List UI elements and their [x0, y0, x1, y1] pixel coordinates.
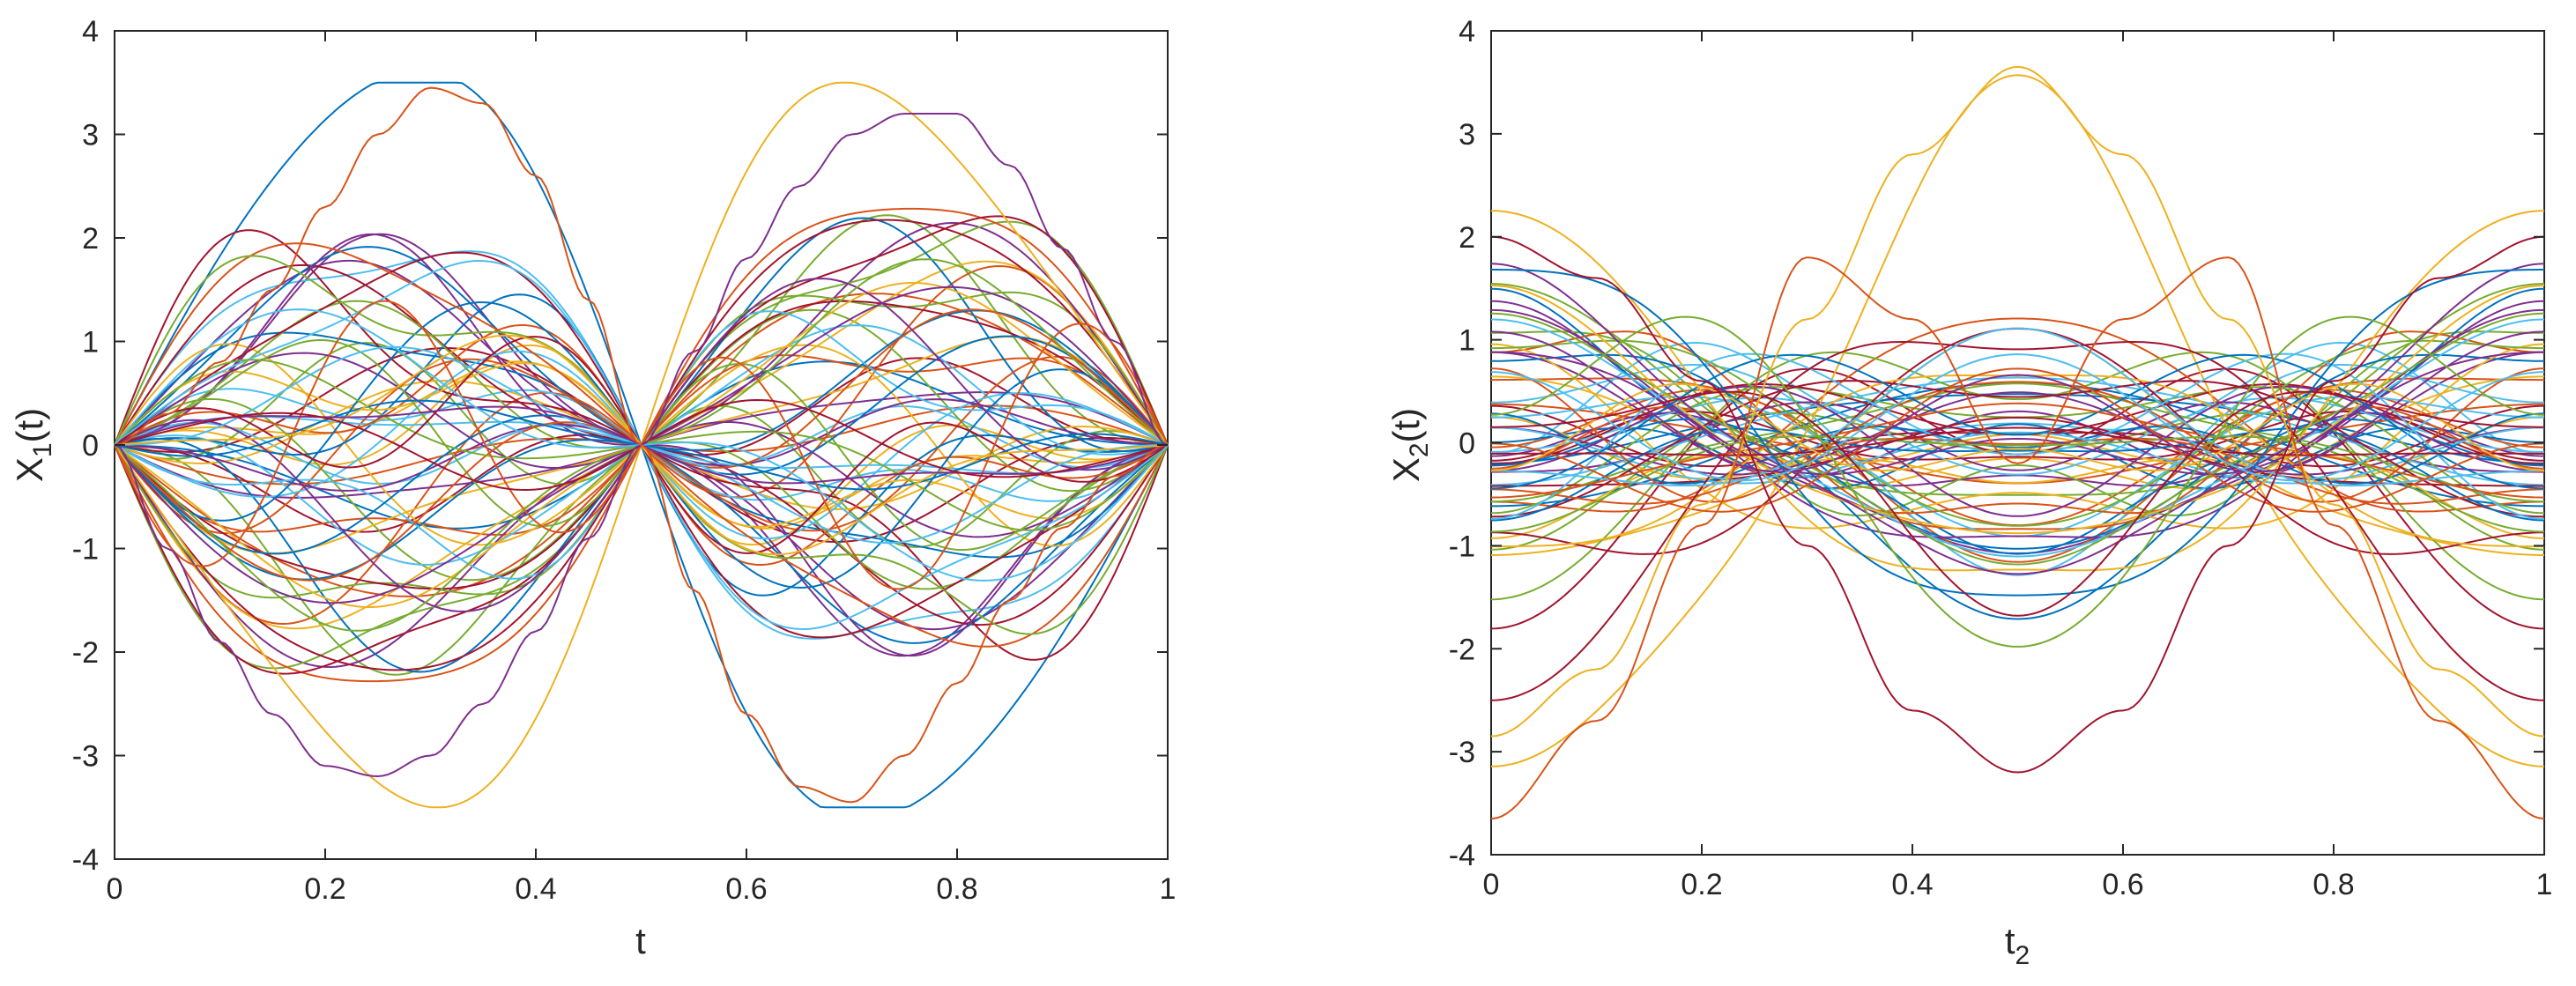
right-y-tick-label: 2 [1459, 221, 1475, 255]
right-series-line [1491, 385, 2544, 517]
right-series-line-extreme [1490, 235, 2545, 774]
right-series-line [1490, 351, 2545, 601]
right-series-line-extreme [1490, 65, 2545, 738]
right-series-line [1491, 269, 2544, 597]
right-x-tick-label: 0.6 [2102, 868, 2143, 901]
right-x-tick-label: 0.2 [1681, 868, 1722, 901]
right-series-line [1491, 426, 2544, 456]
right-y-tick-label: -2 [1449, 633, 1475, 666]
right-series-line-extreme [1490, 256, 2545, 820]
right-series-line [1490, 382, 2545, 472]
right-series-line [1490, 327, 2545, 487]
right-series-line [1490, 367, 2545, 513]
right-y-tick-label: -4 [1449, 839, 1475, 872]
left-x-tick-label: 0.4 [515, 872, 556, 906]
right-ticks: 0 0.2 0.4 0.6 0.8 1 -4 -3 -2 -1 0 1 2 3 4 [1449, 15, 2553, 901]
right-series-line [1490, 418, 2545, 620]
right-y-tick-label: 0 [1459, 427, 1475, 461]
left-y-tick-label: -1 [72, 533, 99, 567]
left-ticks: 0 0.2 0.4 0.6 0.8 1 -4 -3 -2 -1 0 1 2 3 4 [72, 15, 1177, 906]
left-curves [114, 81, 1169, 809]
right-x-tick-label: 0.8 [2312, 868, 2354, 901]
right-series-line [1490, 317, 2545, 513]
right-series-line [1491, 426, 2544, 485]
right-series-line [1490, 435, 2545, 533]
right-series-line [1490, 351, 2545, 479]
left-y-tick-label: 4 [82, 15, 99, 48]
right-x-tick-label: 1 [2536, 868, 2553, 901]
right-series-line [1490, 312, 2545, 566]
right-series-line [1490, 285, 2545, 535]
left-y-tick-label: 0 [82, 429, 99, 463]
right-series-line [1491, 353, 2544, 550]
right-series-line [1490, 382, 2545, 503]
right-series-line [1490, 353, 2545, 482]
right-series-line [1490, 393, 2545, 464]
right-series-line [1491, 330, 2544, 517]
right-y-axis-label: X2(t) [1385, 408, 1434, 482]
right-series-line [1490, 427, 2545, 522]
right-series-line [1490, 402, 2545, 499]
left-x-axis-label: t [635, 920, 646, 961]
right-series-line [1491, 339, 2544, 527]
right-series-line [1490, 397, 2545, 476]
right-y-tick-label: -1 [1449, 530, 1475, 563]
right-y-tick-label: 3 [1459, 118, 1475, 152]
right-series-line [1490, 263, 2545, 575]
right-series-line [1490, 367, 2545, 503]
right-series-line [1490, 341, 2545, 701]
left-x-tick-label: 0 [107, 872, 123, 906]
right-x-tick-label: 0.4 [1891, 868, 1933, 901]
left-y-tick-label: 2 [82, 222, 99, 256]
right-plot: 0 0.2 0.4 0.6 0.8 1 -4 -3 -2 -1 0 1 2 3 4 t2 X2(t) [1385, 15, 2552, 970]
right-plot-frame [1490, 30, 2545, 856]
right-series-line [1490, 423, 2545, 490]
right-series-line [1491, 351, 2544, 538]
left-x-tick-label: 0.6 [725, 872, 767, 906]
right-series-line [1490, 330, 2545, 473]
right-series-line [1490, 210, 2545, 572]
left-y-tick-label: 1 [82, 326, 99, 360]
right-series-line [1490, 315, 2545, 648]
right-y-tick-label: 4 [1459, 15, 1475, 48]
right-y-tick-label: -3 [1449, 736, 1475, 769]
right-series-line [1490, 74, 2545, 767]
right-series-line [1491, 375, 2544, 490]
right-curves [1490, 65, 2545, 820]
right-y-tick-label: 1 [1459, 324, 1475, 358]
left-x-tick-label: 0.2 [304, 872, 345, 906]
right-series-line [1490, 380, 2545, 518]
left-x-tick-label: 0.8 [936, 872, 977, 906]
right-series-line [1491, 390, 2544, 617]
right-series-line [1490, 283, 2545, 496]
left-plot: 0 0.2 0.4 0.6 0.8 1 -4 -3 -2 -1 0 1 2 3 4 t X1(t) [9, 15, 1176, 961]
right-series-line [1490, 343, 2545, 530]
left-series-line-extreme [114, 86, 1169, 804]
left-y-axis-label: X1(t) [9, 408, 57, 482]
right-series-line [1490, 353, 2545, 490]
left-x-tick-label: 1 [1160, 872, 1177, 906]
left-y-tick-label: -4 [72, 843, 99, 877]
right-x-axis-label: t2 [2005, 920, 2030, 970]
right-series-line [1490, 330, 2545, 530]
left-y-tick-label: -3 [72, 740, 99, 774]
left-y-tick-label: 3 [82, 119, 99, 152]
left-y-tick-label: -2 [72, 636, 99, 670]
right-x-tick-label: 0 [1483, 868, 1500, 901]
